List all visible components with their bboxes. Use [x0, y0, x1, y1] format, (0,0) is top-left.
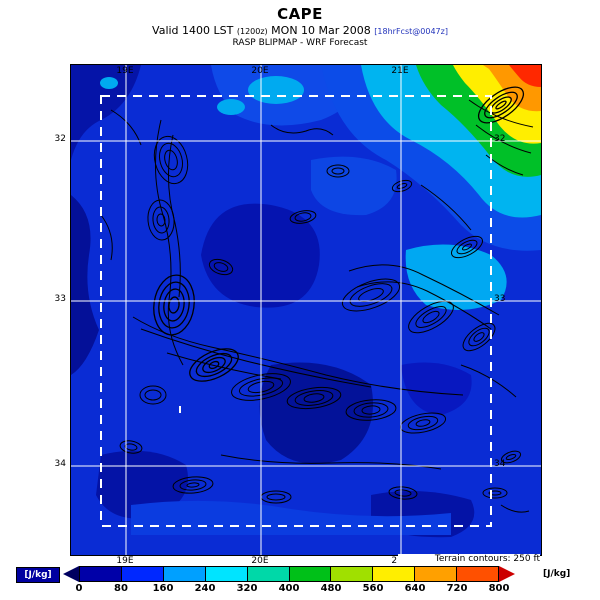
colorbar-segment: [331, 567, 374, 581]
colorbar-segment: [247, 567, 290, 581]
terrain-contour-note: Terrain contours: 250 ft: [398, 554, 540, 564]
colorbar-tick: 80: [114, 583, 128, 594]
model-line: RASP BLIPMAP - WRF Forecast: [232, 38, 368, 48]
colorbar-segment: [80, 567, 122, 581]
colorbar-segment: [457, 567, 499, 581]
lon-label-top-19e: 19E: [116, 66, 134, 76]
site-marker: [179, 406, 181, 413]
colorbar-segment: [205, 567, 248, 581]
colorbar-arrow-right: [499, 566, 515, 582]
mid-cape-regions: [100, 65, 507, 535]
colorbar-tick: 800: [488, 583, 510, 594]
lat-label-left-33: 33: [54, 294, 66, 304]
colorbar-segments: [79, 566, 499, 582]
colorbar-tick: 0: [75, 583, 83, 594]
colorbar-tick: 480: [320, 583, 342, 594]
colorbar-units-left: [J/kg]: [16, 567, 60, 583]
colorbar-tick: 640: [404, 583, 426, 594]
colorbar-segment: [163, 567, 206, 581]
lat-label-right-34: 34: [494, 459, 506, 469]
colorbar-arrow-left: [63, 566, 79, 582]
colorbar-tick: 560: [362, 583, 384, 594]
colorbar-tick: 400: [278, 583, 300, 594]
lat-label-left-32: 32: [54, 134, 66, 144]
lon-label-bottom-19e: 19E: [116, 556, 134, 566]
colorbar-segment: [121, 567, 164, 581]
forecast-map: [70, 64, 542, 556]
grid-lines: [71, 65, 541, 555]
lat-label-left-34: 34: [54, 459, 66, 469]
terrain-contours: [100, 86, 534, 513]
colorbar-tick: 720: [446, 583, 468, 594]
colorbar-segment: [289, 567, 332, 581]
colorbar: [63, 566, 515, 582]
colorbar-tick: 320: [236, 583, 258, 594]
page-title: CAPE: [277, 5, 323, 23]
lon-label-top-20e: 20E: [251, 66, 269, 76]
valid-time-date: MON 10 Mar 2008: [271, 24, 371, 37]
colorbar-units-right: [J/kg]: [543, 569, 571, 579]
colorbar-segment: [373, 567, 416, 581]
valid-time-main: Valid 1400 LST: [152, 24, 234, 37]
lat-label-right-33: 33: [494, 294, 506, 304]
lon-label-bottom-20e: 20E: [251, 556, 269, 566]
lon-label-top-21e: 21E: [391, 66, 409, 76]
colorbar-tick: 160: [152, 583, 174, 594]
valid-time-zulu: (1200z): [236, 27, 268, 36]
forecast-run-tag: [18hrFcst@0047z]: [374, 27, 448, 36]
valid-time-line: Valid 1400 LST (1200z) MON 10 Mar 2008 […: [0, 24, 600, 37]
low-cape-regions: [71, 65, 475, 538]
colorbar-segment: [415, 567, 458, 581]
cape-map-svg: [71, 65, 541, 555]
colorbar-tick: 240: [194, 583, 216, 594]
domain-boundary-dashed: [100, 95, 492, 527]
lat-label-right-32: 32: [494, 134, 506, 144]
colorbar-ticks: 0 80 160 240 320 400 480 560 640 720 800: [75, 583, 510, 596]
